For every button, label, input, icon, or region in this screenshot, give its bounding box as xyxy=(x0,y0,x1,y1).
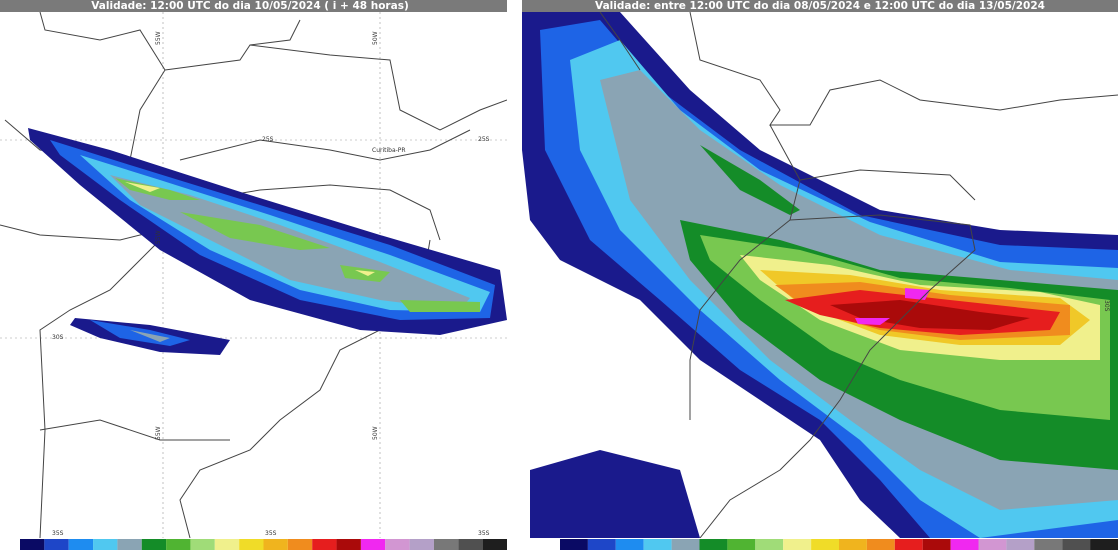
colorbar-swatch xyxy=(643,539,672,550)
colorbar xyxy=(560,539,1118,550)
colorbar-swatch xyxy=(44,539,69,550)
colorbar-swatch xyxy=(433,539,459,550)
colorbar-swatch xyxy=(894,539,923,550)
right-panel: 30S xyxy=(522,12,1118,538)
colorbar-swatch xyxy=(214,539,240,550)
colorbar-swatch xyxy=(141,539,167,550)
colorbar-swatch xyxy=(287,539,313,550)
city-label: Curitiba-PR xyxy=(372,147,406,154)
lat-label: 30S xyxy=(1103,300,1110,312)
lon-label: 55W xyxy=(155,230,162,244)
lon-label: 55W xyxy=(155,426,162,440)
colorbar-swatch xyxy=(978,539,1007,550)
colorbar-swatch xyxy=(68,539,94,550)
map-labels: 30S xyxy=(1103,300,1110,312)
colorbar-swatch xyxy=(811,539,839,550)
lat-label: 25S xyxy=(478,136,490,143)
precipitation xyxy=(700,145,800,215)
colorbar-swatch xyxy=(839,539,867,550)
precipitation xyxy=(522,12,1118,538)
map-borders xyxy=(599,12,1118,538)
colorbar-swatch xyxy=(20,539,45,550)
colorbar-swatch xyxy=(727,539,756,550)
colorbar-swatch xyxy=(336,539,361,550)
lat-label: 30S xyxy=(52,334,64,341)
lat-label: 35S xyxy=(52,530,64,537)
colorbar-swatch xyxy=(385,539,410,550)
colorbar-swatch xyxy=(93,539,118,550)
precipitation xyxy=(115,178,480,312)
colorbar-swatch xyxy=(360,539,386,550)
colorbar-swatch xyxy=(312,539,337,550)
header-title: Validade: entre 12:00 UTC do dia 08/05/2… xyxy=(595,0,1045,12)
colorbar-swatch xyxy=(1062,539,1091,550)
header-bar xyxy=(0,0,507,12)
colorbar-swatch xyxy=(587,539,616,550)
colorbar-swatch xyxy=(699,539,728,550)
colorbar-swatch xyxy=(190,539,215,550)
colorbar-swatch xyxy=(409,539,434,550)
lat-label: 25S xyxy=(262,136,274,143)
left-panel: 55W 50W 25S 25S Curitiba-PR 55W 30S 55W … xyxy=(0,12,507,538)
precipitation xyxy=(530,450,700,538)
colorbar-swatch xyxy=(783,539,812,550)
lon-label: 50W xyxy=(372,31,379,45)
lon-label: 55W xyxy=(155,31,162,45)
lon-label: 50W xyxy=(372,426,379,440)
lat-label: 35S xyxy=(478,530,490,537)
colorbar-swatch xyxy=(1034,539,1063,550)
precipitation xyxy=(855,288,930,325)
colorbar-swatch xyxy=(482,539,507,550)
colorbar-swatch xyxy=(755,539,784,550)
colorbar-swatch xyxy=(263,539,288,550)
precipitation xyxy=(130,330,170,342)
lat-label: 35S xyxy=(265,530,277,537)
colorbar-swatch xyxy=(922,539,951,550)
precipitation xyxy=(125,182,375,276)
colorbar-swatch xyxy=(866,539,895,550)
map-borders xyxy=(599,12,1118,538)
header-title: Validade: 12:00 UTC do dia 10/05/2024 ( … xyxy=(91,0,409,12)
colorbar-swatch xyxy=(615,539,644,550)
colorbar-swatch xyxy=(117,539,142,550)
header-bar xyxy=(522,0,1118,12)
precipitation xyxy=(830,300,1030,330)
colorbar-swatch xyxy=(166,539,191,550)
colorbar-swatch xyxy=(1006,539,1035,550)
colorbar-swatch xyxy=(239,539,264,550)
colorbar-swatch xyxy=(1090,539,1118,550)
colorbar-swatch xyxy=(950,539,979,550)
colorbar-swatch xyxy=(458,539,483,550)
colorbar-swatch xyxy=(671,539,700,550)
colorbar xyxy=(20,539,507,550)
precipitation xyxy=(28,128,507,355)
colorbar-swatch xyxy=(560,539,588,550)
precipitation xyxy=(522,240,600,380)
map-labels: 55W 50W 25S 25S Curitiba-PR 55W 30S 55W … xyxy=(52,31,490,537)
